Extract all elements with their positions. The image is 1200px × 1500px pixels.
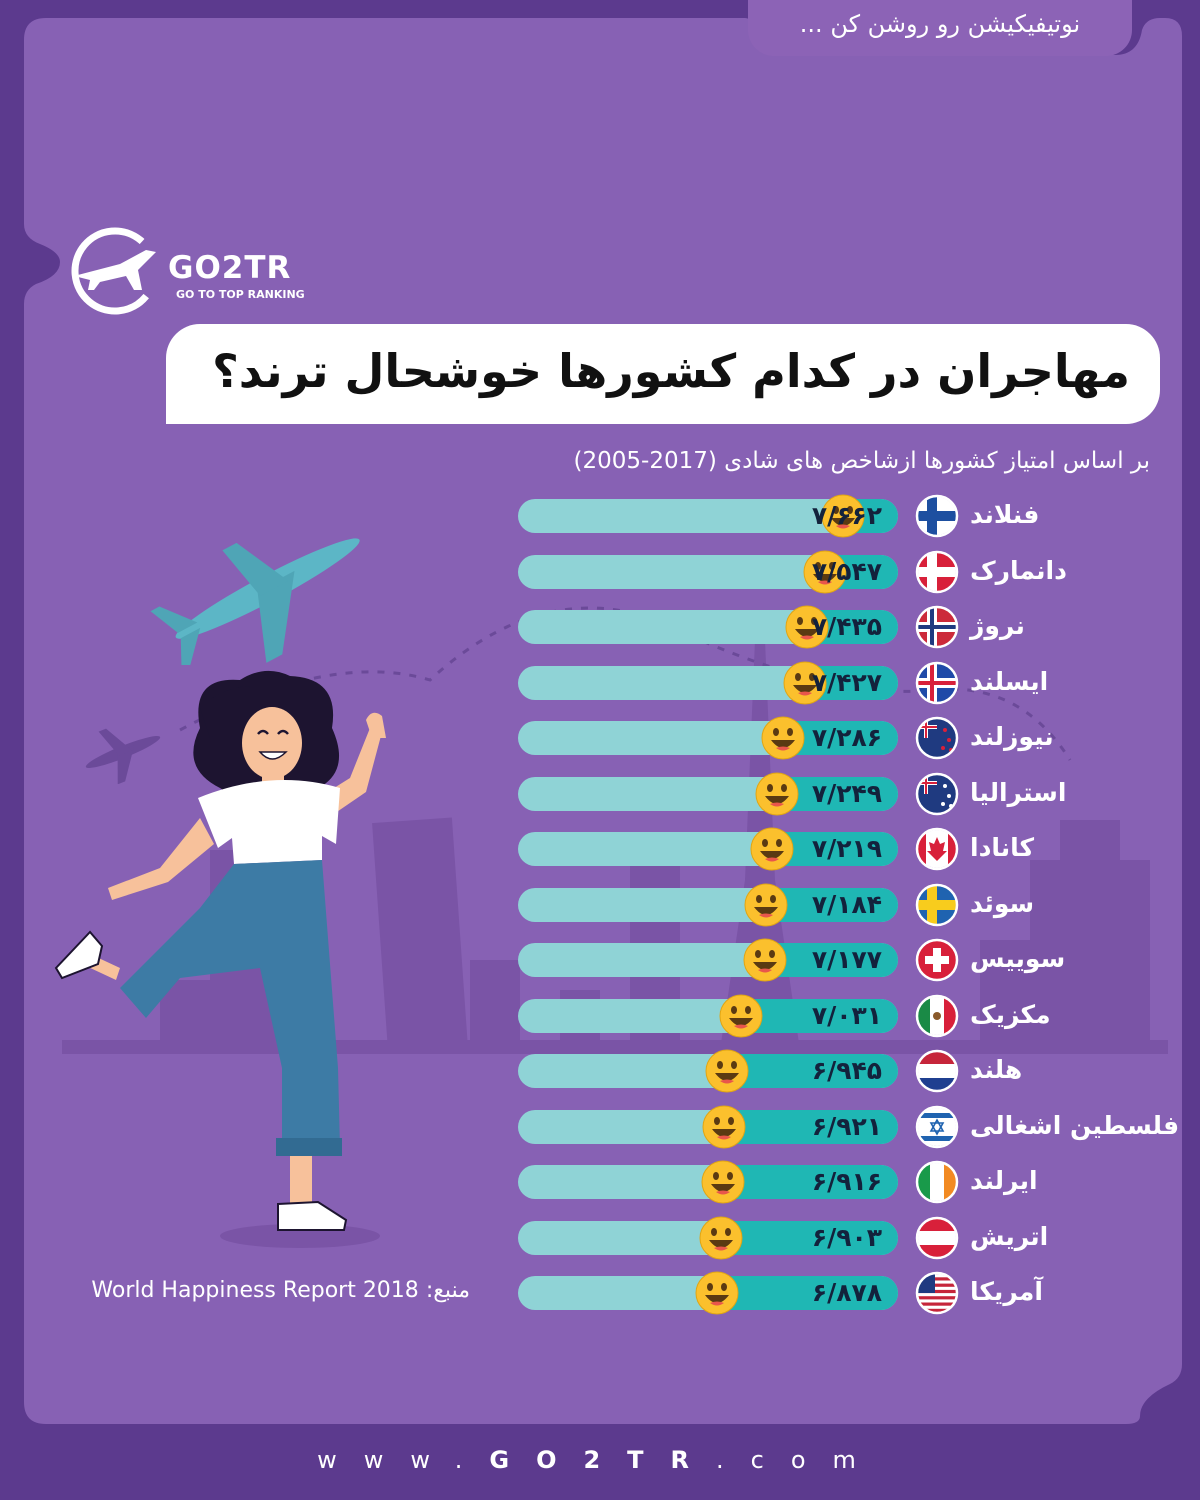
country-label: فلسطین اشغالی — [970, 1110, 1180, 1140]
country-label: مکزیک — [970, 999, 1051, 1029]
smiley-face-icon — [695, 1271, 739, 1315]
flag-mexico-icon — [915, 994, 959, 1037]
airplane-icon — [150, 538, 360, 665]
footer-url-prefix: www. — [317, 1446, 490, 1474]
bar-value-label: ۶/۹۲۱ — [811, 1111, 882, 1141]
country-label: فنلاند — [970, 500, 1040, 529]
smiley-face-icon — [761, 716, 805, 760]
footer-url-suffix: .com — [716, 1446, 883, 1474]
plane-logo-icon — [71, 227, 159, 315]
footer-url-brand: GO2TR — [489, 1446, 717, 1474]
source-note: منبع: World Happiness Report 2018 — [40, 1278, 470, 1303]
source-label: منبع: — [425, 1278, 470, 1303]
country-label: استرالیا — [970, 777, 1067, 807]
bar-value-label: ۶/۹۰۳ — [811, 1222, 882, 1252]
bar-value-label: ۷/۱۸۴ — [811, 889, 882, 919]
smiley-face-icon — [783, 661, 827, 704]
country-label: هلند — [970, 1055, 1023, 1084]
small-airplane-icon — [85, 728, 161, 784]
country-label: دانمارک — [970, 555, 1067, 585]
footer-url[interactable]: www.GO2TR.com — [0, 1446, 1200, 1474]
bar-value-label: ۷/۵۴۷ — [811, 556, 882, 586]
bar-value-label: ۷/۲۱۹ — [811, 834, 882, 863]
flag-iceland-icon — [915, 661, 959, 704]
source-text: World Happiness Report 2018 — [91, 1278, 419, 1303]
waving-woman-illustration — [54, 670, 386, 1248]
smiley-face-icon — [803, 550, 847, 593]
notification-text: نوتیفیکیشن رو روشن کن ... — [799, 10, 1081, 38]
country-label: سوئد — [970, 888, 1035, 918]
bar-value-label: ۷/۰۳۱ — [811, 1000, 882, 1030]
flag-norway-icon — [915, 605, 959, 649]
flag-israel-icon — [915, 1105, 959, 1148]
bar-value-label: ۷/۴۳۵ — [811, 612, 882, 641]
chart-subtitle: بر اساس امتیاز کشورها ازشاخص های شادی (2… — [573, 448, 1150, 474]
smiley-face-icon — [699, 1216, 743, 1259]
smiley-face-icon — [701, 1160, 745, 1204]
notification-tab[interactable]: نوتیفیکیشن رو روشن کن ... — [748, 0, 1132, 56]
flag-usa-icon — [915, 1271, 959, 1315]
country-label: کانادا — [970, 833, 1035, 862]
smiley-face-icon — [750, 827, 794, 871]
smiley-face-icon — [821, 494, 865, 538]
bar-value-label: ۶/۹۴۵ — [811, 1056, 882, 1085]
flag-new-zealand-icon — [915, 716, 959, 760]
flag-austria-icon — [915, 1216, 959, 1259]
country-label: اتریش — [970, 1221, 1049, 1251]
smiley-face-icon — [743, 938, 787, 982]
bar-value-label: ۶/۹۱۶ — [811, 1167, 882, 1196]
country-label: ایسلند — [970, 666, 1049, 696]
smiley-face-icon — [755, 772, 799, 815]
country-label: آمریکا — [970, 1277, 1043, 1306]
bar-value-label: ۶/۸۷۸ — [811, 1278, 882, 1307]
smiley-face-icon — [719, 994, 763, 1037]
bar-value-label: ۷/۲۸۶ — [811, 723, 882, 752]
bar-value-label: ۷/۶۶۲ — [811, 501, 882, 530]
bar-value-label: ۷/۱۷۷ — [811, 945, 882, 974]
flag-ireland-icon — [915, 1160, 959, 1204]
bar-value-label: ۷/۴۲۷ — [811, 667, 882, 697]
flag-sweden-icon — [915, 883, 959, 926]
country-label: ایرلند — [970, 1166, 1038, 1195]
smiley-face-icon — [705, 1049, 749, 1093]
flag-netherlands-icon — [915, 1049, 959, 1093]
smiley-face-icon — [744, 883, 788, 926]
bar-value-label: ۷/۲۴۹ — [811, 778, 882, 808]
flag-switzerland-icon — [915, 938, 959, 982]
country-label: نیوزلند — [970, 722, 1054, 751]
flag-australia-icon — [915, 772, 959, 815]
smiley-face-icon — [702, 1105, 746, 1148]
flag-canada-icon — [915, 827, 959, 871]
smiley-face-icon — [785, 605, 829, 649]
country-label: نروژ — [970, 611, 1025, 640]
chart-title: مهاجران در کدام کشورها خوشحال ترند؟ — [212, 344, 1130, 398]
country-label: سوییس — [970, 944, 1066, 973]
flag-finland-icon — [915, 494, 959, 538]
title-box: مهاجران در کدام کشورها خوشحال ترند؟ — [166, 324, 1160, 424]
brand-logo: GO2TR — [168, 250, 292, 286]
brand-tagline: GO TO TOP RANKING — [176, 288, 305, 301]
flag-denmark-icon — [915, 550, 959, 593]
